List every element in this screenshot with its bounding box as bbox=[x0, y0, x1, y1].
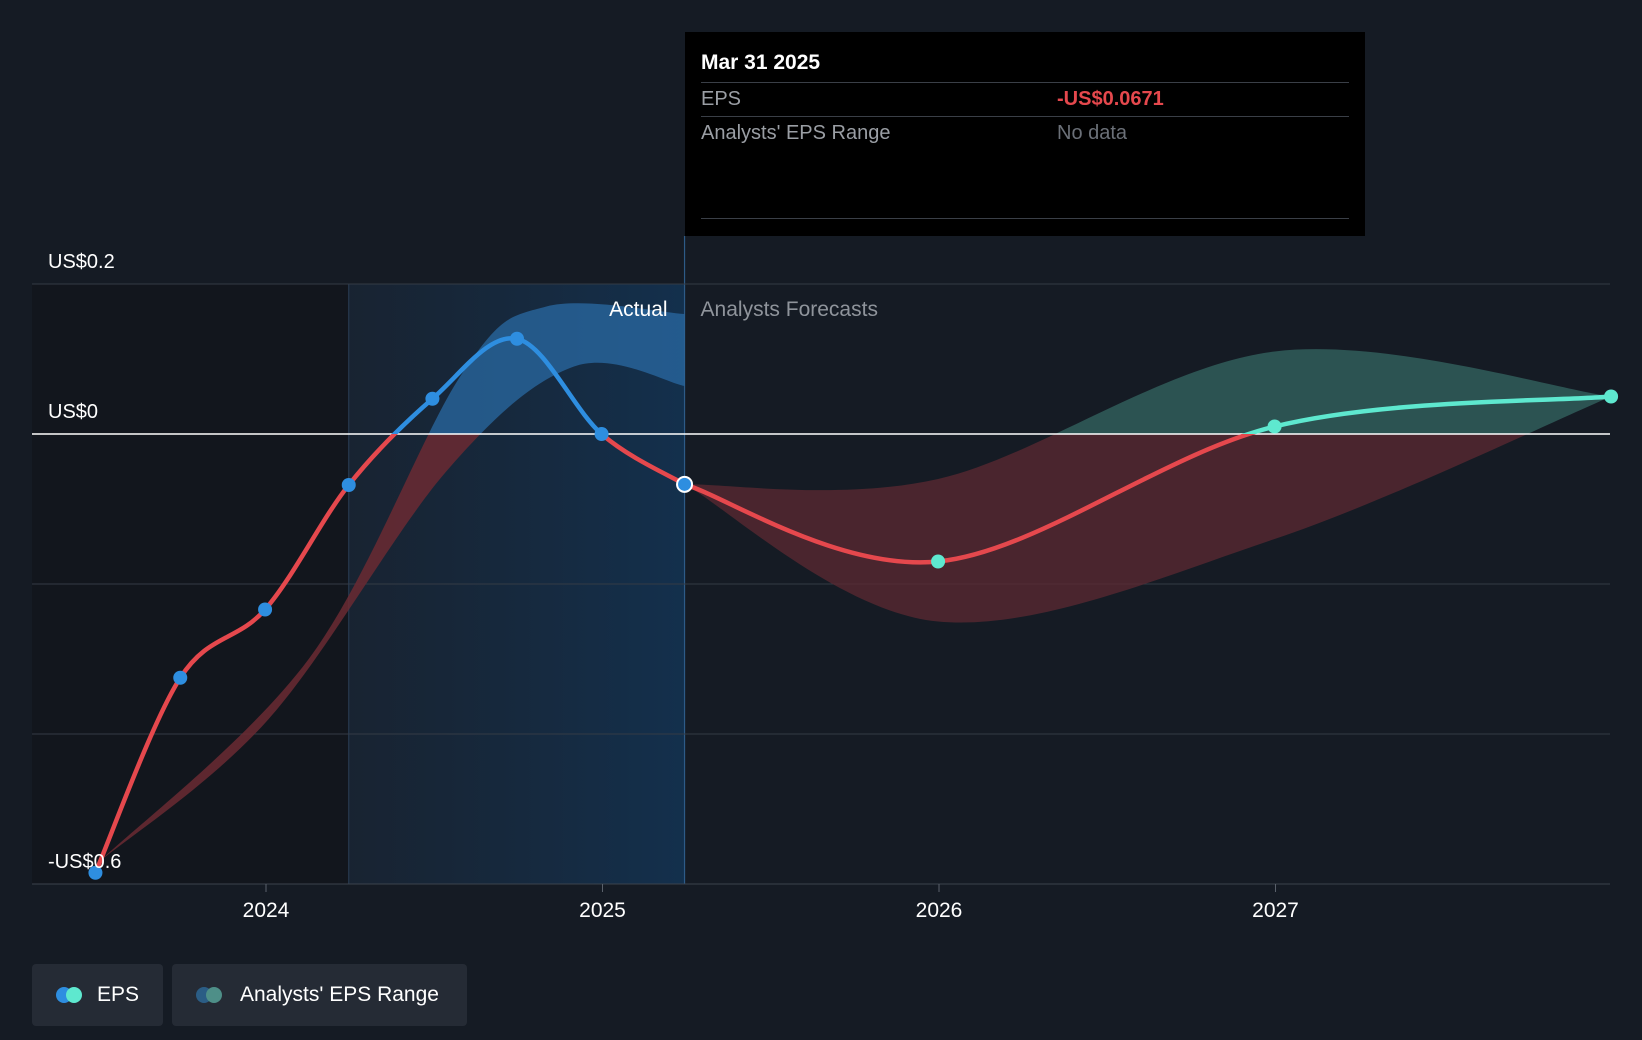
x-tick-label: 2026 bbox=[916, 899, 963, 922]
x-tick-label: 2024 bbox=[243, 899, 290, 922]
grid-lines bbox=[32, 283, 1610, 885]
eps-range-legend-icon bbox=[196, 987, 228, 1003]
eps-actual-line-positive bbox=[391, 336, 606, 434]
y-tick-label: US$0 bbox=[48, 401, 98, 423]
tooltip-divider bbox=[701, 218, 1349, 219]
tooltip-range-label: Analysts' EPS Range bbox=[701, 122, 891, 144]
tooltip: Mar 31 2025 EPS -US$0.0671 Analysts' EPS… bbox=[685, 32, 1365, 236]
eps-actual-point bbox=[341, 478, 356, 492]
y-tick-label: US$0.2 bbox=[48, 251, 115, 273]
section-label-actual: Actual bbox=[609, 298, 667, 321]
eps-forecast-point bbox=[1604, 389, 1619, 404]
eps-forecast-point bbox=[931, 554, 946, 569]
x-tick-label: 2027 bbox=[1252, 899, 1299, 922]
eps-actual-point bbox=[509, 331, 524, 346]
eps-actual-point bbox=[88, 865, 103, 880]
eps-points bbox=[88, 331, 1619, 880]
eps-forecast-line-negative bbox=[683, 434, 1257, 565]
eps-actual-point bbox=[173, 670, 188, 685]
section-label-forecast: Analysts Forecasts bbox=[701, 298, 878, 321]
eps-legend-icon bbox=[56, 987, 85, 1003]
eps-actual-point bbox=[676, 475, 694, 493]
historical-range-band-positive bbox=[428, 303, 685, 434]
y-axis: US$0.2 US$0 -US$0.6 bbox=[48, 251, 121, 873]
tooltip-row-range: Analysts' EPS Range No data bbox=[701, 116, 1349, 150]
tooltip-eps-label: EPS bbox=[701, 88, 742, 110]
tooltip-row-eps: EPS -US$0.0671 bbox=[701, 82, 1349, 116]
tooltip-date: Mar 31 2025 bbox=[701, 51, 821, 74]
eps-forecast-line-positive bbox=[1241, 394, 1612, 434]
legend-item-eps-range[interactable]: Analysts' EPS Range bbox=[172, 964, 467, 1026]
forecast-range-negative bbox=[684, 434, 1528, 623]
x-axis: 2024 2025 2026 2027 bbox=[243, 884, 1299, 922]
forecast-range-positive bbox=[1055, 349, 1612, 434]
eps-forecast-point bbox=[1267, 419, 1282, 434]
eps-actual-point bbox=[594, 427, 609, 441]
x-tick-label: 2025 bbox=[579, 899, 626, 922]
legend-item-eps[interactable]: EPS bbox=[32, 964, 163, 1026]
tooltip-range-value: No data bbox=[1057, 122, 1128, 144]
historical-range-band-negative bbox=[99, 434, 481, 862]
legend-label-eps-range: Analysts' EPS Range bbox=[240, 983, 439, 1006]
eps-actual-point bbox=[425, 391, 440, 406]
legend: EPS Analysts' EPS Range bbox=[32, 964, 467, 1026]
y-tick-label: -US$0.6 bbox=[48, 851, 121, 873]
tooltip-eps-value: -US$0.0671 bbox=[1057, 88, 1164, 110]
legend-label-eps: EPS bbox=[96, 983, 139, 1006]
eps-actual-point bbox=[258, 602, 273, 617]
